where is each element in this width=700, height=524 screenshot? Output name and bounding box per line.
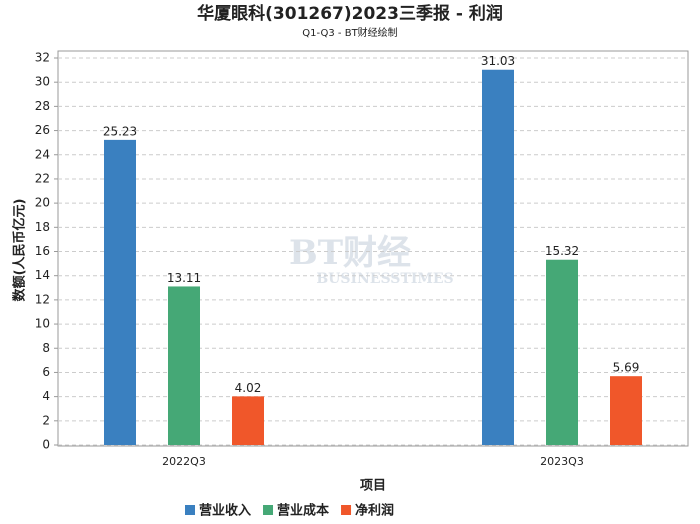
y-tick-label: 32 (35, 51, 50, 65)
legend-label: 净利润 (355, 503, 394, 519)
watermark: BT财经 (289, 233, 411, 273)
bar (232, 396, 264, 445)
y-tick-label: 16 (35, 244, 50, 258)
legend-swatch (185, 505, 195, 515)
bar (104, 139, 136, 445)
bar (610, 376, 642, 445)
chart-title: 华厦眼科(301267)2023三季报 - 利润 (197, 3, 503, 24)
y-tick-label: 0 (42, 438, 50, 452)
x-tick-label: 2023Q3 (540, 455, 584, 468)
y-tick-label: 2 (42, 413, 50, 427)
legend-label: 营业收入 (199, 503, 251, 519)
y-tick-label: 18 (35, 220, 50, 234)
plot-frame (57, 50, 689, 447)
bar-value-label: 15.32 (545, 244, 579, 258)
y-tick-label: 26 (35, 123, 50, 137)
y-tick-label: 12 (35, 292, 50, 306)
y-tick-label: 8 (42, 341, 50, 355)
y-tick-label: 20 (35, 196, 50, 210)
bar-value-label: 13.11 (167, 271, 201, 285)
legend-label: 营业成本 (277, 503, 329, 519)
y-tick-label: 22 (35, 171, 50, 185)
bar-value-label: 5.69 (613, 361, 640, 375)
legend-swatch (341, 505, 352, 515)
bar (546, 259, 578, 445)
y-tick-label: 14 (35, 268, 50, 282)
y-tick-label: 28 (35, 99, 50, 113)
y-tick-label: 6 (42, 365, 50, 379)
bar-value-label: 4.02 (235, 381, 262, 395)
y-axis-title: 数额(人民币亿元) (12, 199, 28, 302)
y-tick-label: 10 (35, 317, 50, 331)
bar-value-label: 25.23 (103, 124, 137, 138)
watermark-sub: BUSINESSTIMES (316, 271, 453, 287)
y-tick-label: 24 (35, 147, 50, 161)
x-tick-label: 2022Q3 (162, 455, 206, 468)
legend-swatch (263, 505, 274, 515)
bar (168, 286, 200, 445)
chart-subtitle: Q1-Q3 - BT财经绘制 (302, 26, 397, 39)
x-axis-title: 项目 (360, 479, 386, 494)
y-tick-label: 4 (42, 389, 50, 403)
bar-value-label: 31.03 (481, 54, 515, 68)
bar (482, 69, 514, 446)
y-tick-label: 30 (35, 75, 50, 89)
